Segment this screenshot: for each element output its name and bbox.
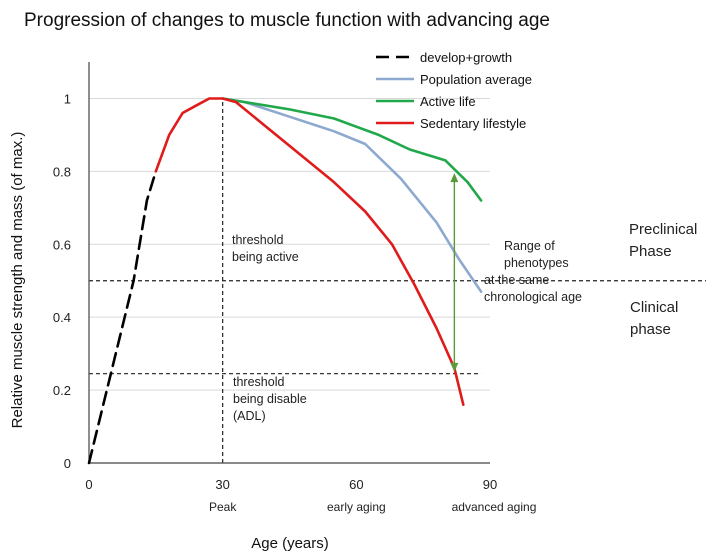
annotation-threshold-active: threshold [232,233,283,247]
axes [88,62,490,464]
y-tick-label: 0.8 [53,164,71,179]
y-tick-label: 1 [64,91,71,106]
chart-title: Progression of changes to muscle functio… [24,10,550,31]
y-axis-label: Relative muscle strength and mass (of ma… [9,132,26,429]
annotation-range: chronological age [484,290,582,304]
legend-label: develop+growth [420,50,512,65]
annotation-clinical: Clinical [630,299,678,316]
range-arrow-head-top [450,173,459,183]
x-sublabel: early aging [327,500,386,514]
x-axis-label: Age (years) [251,535,329,552]
annotation-threshold-active: being active [232,250,299,264]
x-tick-label: 30 [215,477,229,492]
y-tick-label: 0.2 [53,383,71,398]
y-tick-label: 0.4 [53,310,71,325]
x-sublabel: advanced aging [452,500,537,514]
annotation-clinical: phase [630,321,671,338]
annotation-preclinical: Phase [629,243,672,260]
annotations: threshold being active threshold being disa… [232,221,697,423]
annotation-preclinical: Preclinical [629,221,697,238]
legend-label: Active life [420,94,476,109]
legend-label: Population average [420,72,532,87]
annotation-range: phenotypes [504,256,569,270]
range-arrow-head-bottom [450,362,459,372]
annotation-range: Range of [504,239,555,253]
series-line-develop-growth [87,170,158,465]
annotation-range: at the same [484,273,549,287]
x-sublabel: Peak [209,500,237,514]
tick-labels: 0 0.2 0.4 0.6 0.8 1 0 30 60 90 Peak early aging adva… [53,91,536,514]
grid [89,97,490,391]
series-line-population-average [221,97,483,293]
x-tick-label: 60 [349,477,363,492]
series-lines [87,97,483,465]
x-tick-label: 90 [483,477,497,492]
legend-label: Sedentary lifestyle [420,116,526,131]
y-tick-label: 0 [64,456,71,471]
y-tick-label: 0.6 [53,237,71,252]
annotation-threshold-disable: threshold [233,375,284,389]
x-tick-label: 0 [85,477,92,492]
series-line-sedentary-lifestyle [154,97,465,406]
annotation-threshold-disable: (ADL) [233,409,266,423]
reference-lines [89,98,706,463]
series-line-active-life [221,97,483,202]
legend: develop+growth Population average Active l… [376,50,532,131]
annotation-threshold-disable: being disable [233,392,307,406]
